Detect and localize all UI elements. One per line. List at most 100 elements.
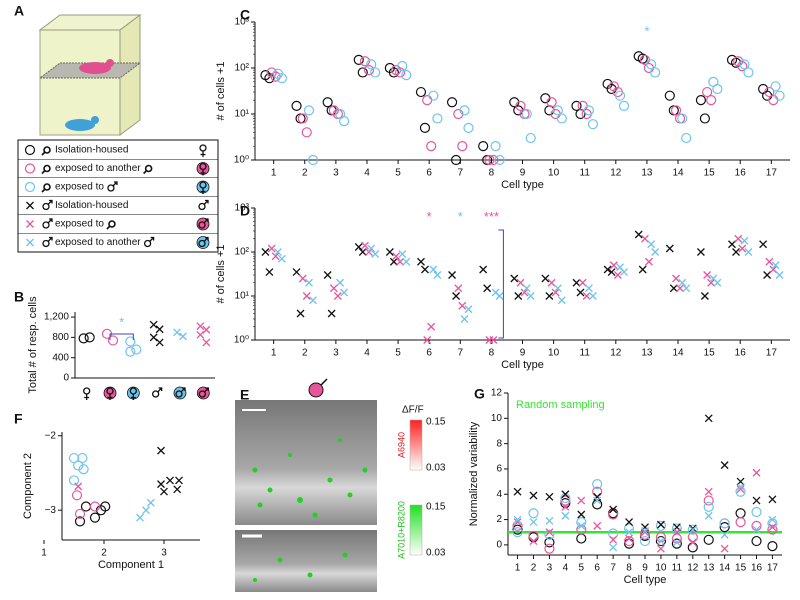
data-point [740, 236, 749, 245]
data-point [545, 528, 554, 537]
panel-label: F [14, 411, 23, 427]
annotation: * [458, 209, 463, 224]
data-point [735, 508, 746, 519]
data-point [703, 534, 714, 545]
x-tick-label: 14 [672, 348, 684, 359]
icon [203, 218, 209, 224]
data-point [264, 73, 275, 84]
legend-label: Isolation-housed [55, 145, 128, 156]
data-point [484, 154, 495, 166]
panel-label: B [14, 289, 24, 305]
y-axis-label: # of cells +1 [215, 244, 227, 303]
data-point [609, 261, 618, 270]
data-point [738, 244, 747, 253]
y-axis-label: # of cells +1 [215, 61, 227, 120]
data-point [419, 122, 431, 133]
data-point [157, 480, 165, 489]
data-point [142, 506, 150, 515]
data-point [401, 70, 412, 81]
cage-illustration [38, 14, 142, 136]
icon [47, 199, 53, 205]
x-axis-label: Cell type [501, 359, 544, 371]
data-point [146, 498, 155, 507]
data-point [490, 141, 501, 152]
data-point [656, 537, 665, 546]
x-axis-label: Component 1 [98, 559, 164, 571]
data-point [371, 250, 380, 258]
data-point [560, 495, 571, 506]
x-axis-label: Cell type [624, 574, 667, 586]
data-point [704, 487, 713, 496]
data-point [202, 325, 211, 334]
x-tick-label: 14 [719, 563, 731, 574]
data-point [739, 59, 750, 70]
data-point [752, 496, 761, 505]
x-tick-label: 4 [364, 168, 370, 179]
y-tick-label: −2 [45, 430, 57, 441]
data-point [446, 97, 458, 108]
data-point [175, 476, 183, 485]
data-point [107, 335, 119, 346]
data-point [576, 288, 585, 297]
data-point [665, 244, 674, 253]
data-point [307, 154, 319, 166]
icon [200, 151, 206, 157]
data-point [521, 108, 532, 120]
data-point [625, 528, 634, 537]
data-point [752, 525, 761, 534]
icon [108, 220, 116, 228]
significance-bracket [498, 229, 504, 339]
x-axis-label: Cell type [501, 179, 544, 191]
data-point [688, 524, 697, 533]
x-tick-label: 17 [767, 563, 779, 574]
data-point [634, 230, 643, 239]
icon [84, 394, 90, 400]
data-point [80, 501, 92, 512]
data-point [614, 90, 626, 101]
x-tick-label: 5 [395, 348, 401, 359]
data-point [267, 244, 276, 253]
colorbar-min: 0.03 [426, 548, 446, 559]
data-point [609, 535, 618, 544]
data-point [361, 241, 369, 250]
data-point [700, 292, 709, 300]
data-point [639, 535, 651, 547]
data-point [556, 113, 567, 124]
data-point [553, 284, 562, 293]
icon [42, 239, 50, 248]
annotation: * [644, 24, 649, 39]
y-axis-label: Component 2 [22, 453, 34, 519]
data-point [448, 271, 457, 279]
data-point [688, 525, 697, 534]
data-point [593, 521, 602, 530]
data-point [641, 526, 649, 535]
data-point [489, 336, 498, 344]
icon [203, 236, 209, 242]
y-tick-label: 10³ [235, 203, 250, 214]
data-point [576, 533, 587, 544]
data-point [676, 284, 684, 293]
data-point [544, 529, 555, 540]
data-point [89, 501, 101, 512]
annotation: *** [484, 209, 499, 224]
data-point [463, 122, 474, 133]
data-point [561, 502, 570, 511]
x-tick-label: 12 [687, 563, 699, 574]
data-point [732, 248, 740, 256]
y-tick-label: 10¹ [235, 109, 250, 120]
data-point [329, 284, 338, 293]
data-point [479, 265, 488, 274]
x-tick-label: 11 [672, 563, 683, 574]
legend-label: exposed to another [55, 237, 141, 248]
data-point [651, 248, 660, 256]
data-point [357, 67, 368, 78]
icon [112, 181, 118, 187]
data-point [322, 97, 333, 108]
data-point [664, 90, 675, 101]
data-point [768, 95, 779, 106]
data-point [522, 284, 531, 293]
data-point [528, 508, 539, 519]
data-point [196, 322, 205, 331]
data-point [588, 292, 597, 300]
